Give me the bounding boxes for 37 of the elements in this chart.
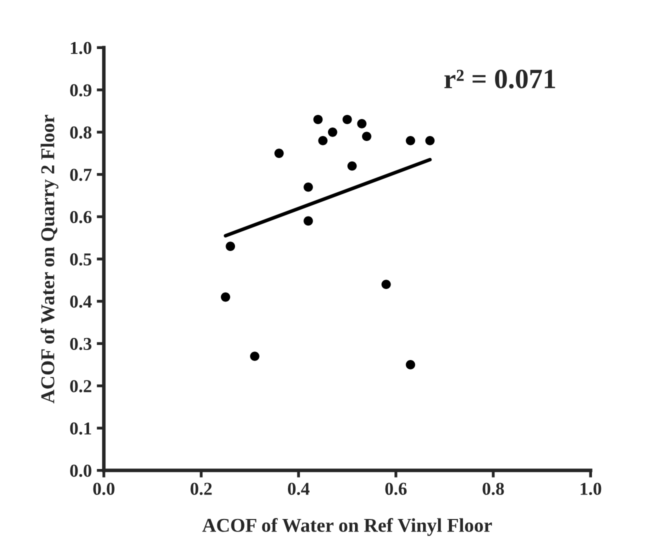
point xyxy=(250,352,260,361)
point xyxy=(318,136,328,146)
y-tick-label: 0.8 xyxy=(70,126,92,139)
point xyxy=(304,182,313,192)
y-tick-label: 0.0 xyxy=(70,464,92,477)
y-tick-label: 0.6 xyxy=(70,210,92,224)
point xyxy=(347,161,357,171)
point xyxy=(406,360,416,370)
x-tick-label: 0.2 xyxy=(190,482,212,495)
point xyxy=(313,114,323,124)
x-tick-label: 0.8 xyxy=(482,482,504,495)
point xyxy=(425,136,435,146)
y-tick-label: 0.4 xyxy=(70,296,92,308)
y-tick-label: 0.7 xyxy=(70,168,92,181)
point xyxy=(226,242,236,251)
x-tick-label: 1.0 xyxy=(580,482,602,495)
annotation: r² = 0.071 xyxy=(444,70,556,88)
point xyxy=(342,114,352,124)
y-tick-label: 0.3 xyxy=(70,338,92,350)
point xyxy=(328,128,338,137)
y-tick-label: 0.2 xyxy=(70,380,92,392)
x-axis-title: ACOF of Water on Ref Vinyl Floor xyxy=(202,518,492,536)
point xyxy=(406,136,416,146)
point xyxy=(304,216,313,226)
point xyxy=(357,119,366,128)
x-tick-label: 0.0 xyxy=(93,482,114,495)
y-axis-title: ACOF of Water on Quarry 2 Floor xyxy=(40,114,58,404)
x-tick-label: 0.4 xyxy=(288,482,310,495)
y-tick-label: 0.1 xyxy=(70,422,92,435)
point xyxy=(220,292,230,302)
y-tick-label: 0.5 xyxy=(70,253,92,266)
x-tick-label: 0.6 xyxy=(385,482,407,495)
y-tick-label: 0.9 xyxy=(70,84,92,96)
point xyxy=(381,280,391,290)
point xyxy=(362,132,372,142)
y-tick-label: 1.0 xyxy=(70,42,92,54)
point xyxy=(274,148,284,158)
